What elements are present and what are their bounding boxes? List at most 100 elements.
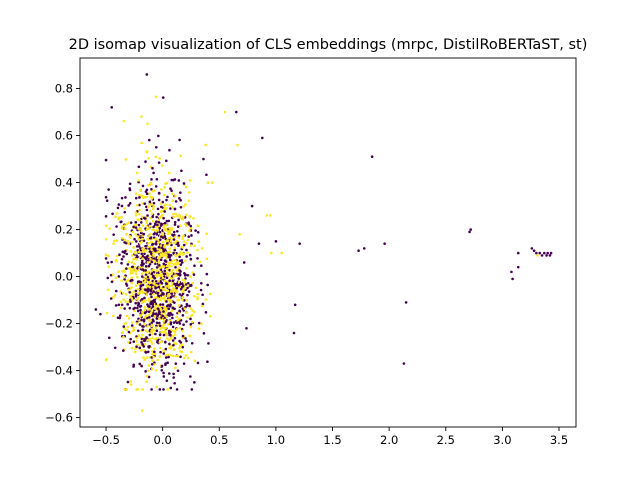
- point-class1: [177, 304, 181, 307]
- point-class1: [168, 242, 171, 245]
- point-class1: [150, 197, 154, 200]
- point-class1: [124, 300, 128, 303]
- point-class1: [174, 241, 177, 244]
- point-class1: [197, 327, 201, 331]
- point-class1: [125, 388, 129, 391]
- point-class1: [161, 232, 164, 235]
- point-class0: [142, 232, 145, 236]
- point-class0: [140, 337, 144, 341]
- point-class0: [123, 307, 126, 310]
- point-class0: [146, 214, 149, 217]
- point-class0: [189, 224, 193, 228]
- point-class1: [147, 297, 151, 300]
- point-class0: [189, 284, 193, 287]
- point-class1: [147, 227, 150, 231]
- point-class1: [182, 240, 186, 243]
- point-class1: [200, 322, 203, 326]
- point-class1: [138, 313, 142, 317]
- point-class0: [107, 336, 111, 340]
- point-class1: [170, 272, 173, 276]
- point-class1: [165, 264, 169, 268]
- point-class1: [129, 383, 133, 386]
- point-class0: [158, 333, 162, 337]
- point-class0: [145, 205, 148, 209]
- point-class1: [151, 352, 154, 356]
- point-class0: [402, 362, 406, 365]
- point-class0: [145, 316, 149, 320]
- point-class1: [181, 329, 184, 333]
- point-class1: [153, 352, 157, 356]
- point-class1: [157, 273, 160, 277]
- point-class1: [159, 286, 163, 290]
- point-class1: [147, 241, 150, 245]
- point-class0: [151, 166, 154, 170]
- point-class0: [141, 254, 145, 258]
- point-class0: [516, 265, 520, 269]
- point-class0: [202, 332, 206, 335]
- point-class1: [158, 157, 161, 160]
- point-class1: [141, 224, 145, 227]
- point-class0: [113, 346, 117, 350]
- point-class1: [163, 186, 166, 189]
- point-class1: [164, 314, 167, 317]
- point-class0: [150, 178, 153, 181]
- point-class1: [166, 274, 170, 278]
- point-class0: [144, 351, 148, 354]
- point-class0: [148, 262, 152, 266]
- point-class1: [181, 336, 185, 340]
- point-class1: [137, 227, 140, 231]
- point-class0: [120, 196, 124, 200]
- point-class1: [194, 286, 198, 290]
- point-class0: [120, 261, 123, 265]
- point-class1: [141, 257, 145, 260]
- point-class1: [139, 227, 143, 231]
- point-class1: [168, 250, 172, 254]
- point-class0: [132, 225, 135, 229]
- point-class1: [114, 215, 117, 218]
- point-class0: [114, 304, 118, 307]
- point-class1: [155, 305, 159, 308]
- point-class1: [138, 242, 142, 245]
- point-class1: [174, 258, 177, 262]
- point-class0: [162, 216, 165, 220]
- point-class1: [124, 293, 128, 296]
- point-class1: [142, 348, 146, 352]
- point-class1: [157, 279, 160, 283]
- point-class1: [153, 296, 156, 299]
- point-class0: [129, 221, 133, 224]
- point-class1: [181, 253, 185, 256]
- point-class1: [184, 259, 187, 263]
- point-class0: [148, 333, 152, 337]
- point-class1: [134, 213, 138, 217]
- point-class1: [117, 270, 120, 274]
- point-class1: [175, 315, 179, 319]
- point-class0: [165, 300, 168, 303]
- point-class1: [148, 192, 151, 195]
- point-class0: [186, 273, 190, 277]
- point-class0: [157, 134, 160, 138]
- point-class1: [148, 225, 152, 228]
- point-class1: [184, 213, 188, 217]
- point-class0: [245, 326, 248, 330]
- point-class1: [175, 290, 179, 294]
- point-class0: [157, 198, 161, 202]
- point-class0: [139, 308, 142, 312]
- point-class1: [158, 305, 162, 308]
- point-class0: [104, 158, 108, 162]
- point-class0: [160, 368, 164, 372]
- point-class0: [147, 345, 150, 348]
- point-class0: [152, 171, 155, 175]
- point-class0: [530, 247, 534, 250]
- point-class1: [124, 227, 127, 230]
- point-class0: [135, 345, 138, 349]
- point-class0: [154, 145, 158, 149]
- point-class1: [119, 306, 123, 310]
- point-class1: [149, 276, 152, 279]
- point-class1: [170, 309, 174, 313]
- point-class1: [177, 253, 180, 257]
- point-class0: [292, 331, 296, 335]
- point-class1: [133, 309, 136, 313]
- point-class1: [168, 319, 172, 322]
- point-class1: [158, 355, 162, 358]
- point-class0: [156, 307, 160, 310]
